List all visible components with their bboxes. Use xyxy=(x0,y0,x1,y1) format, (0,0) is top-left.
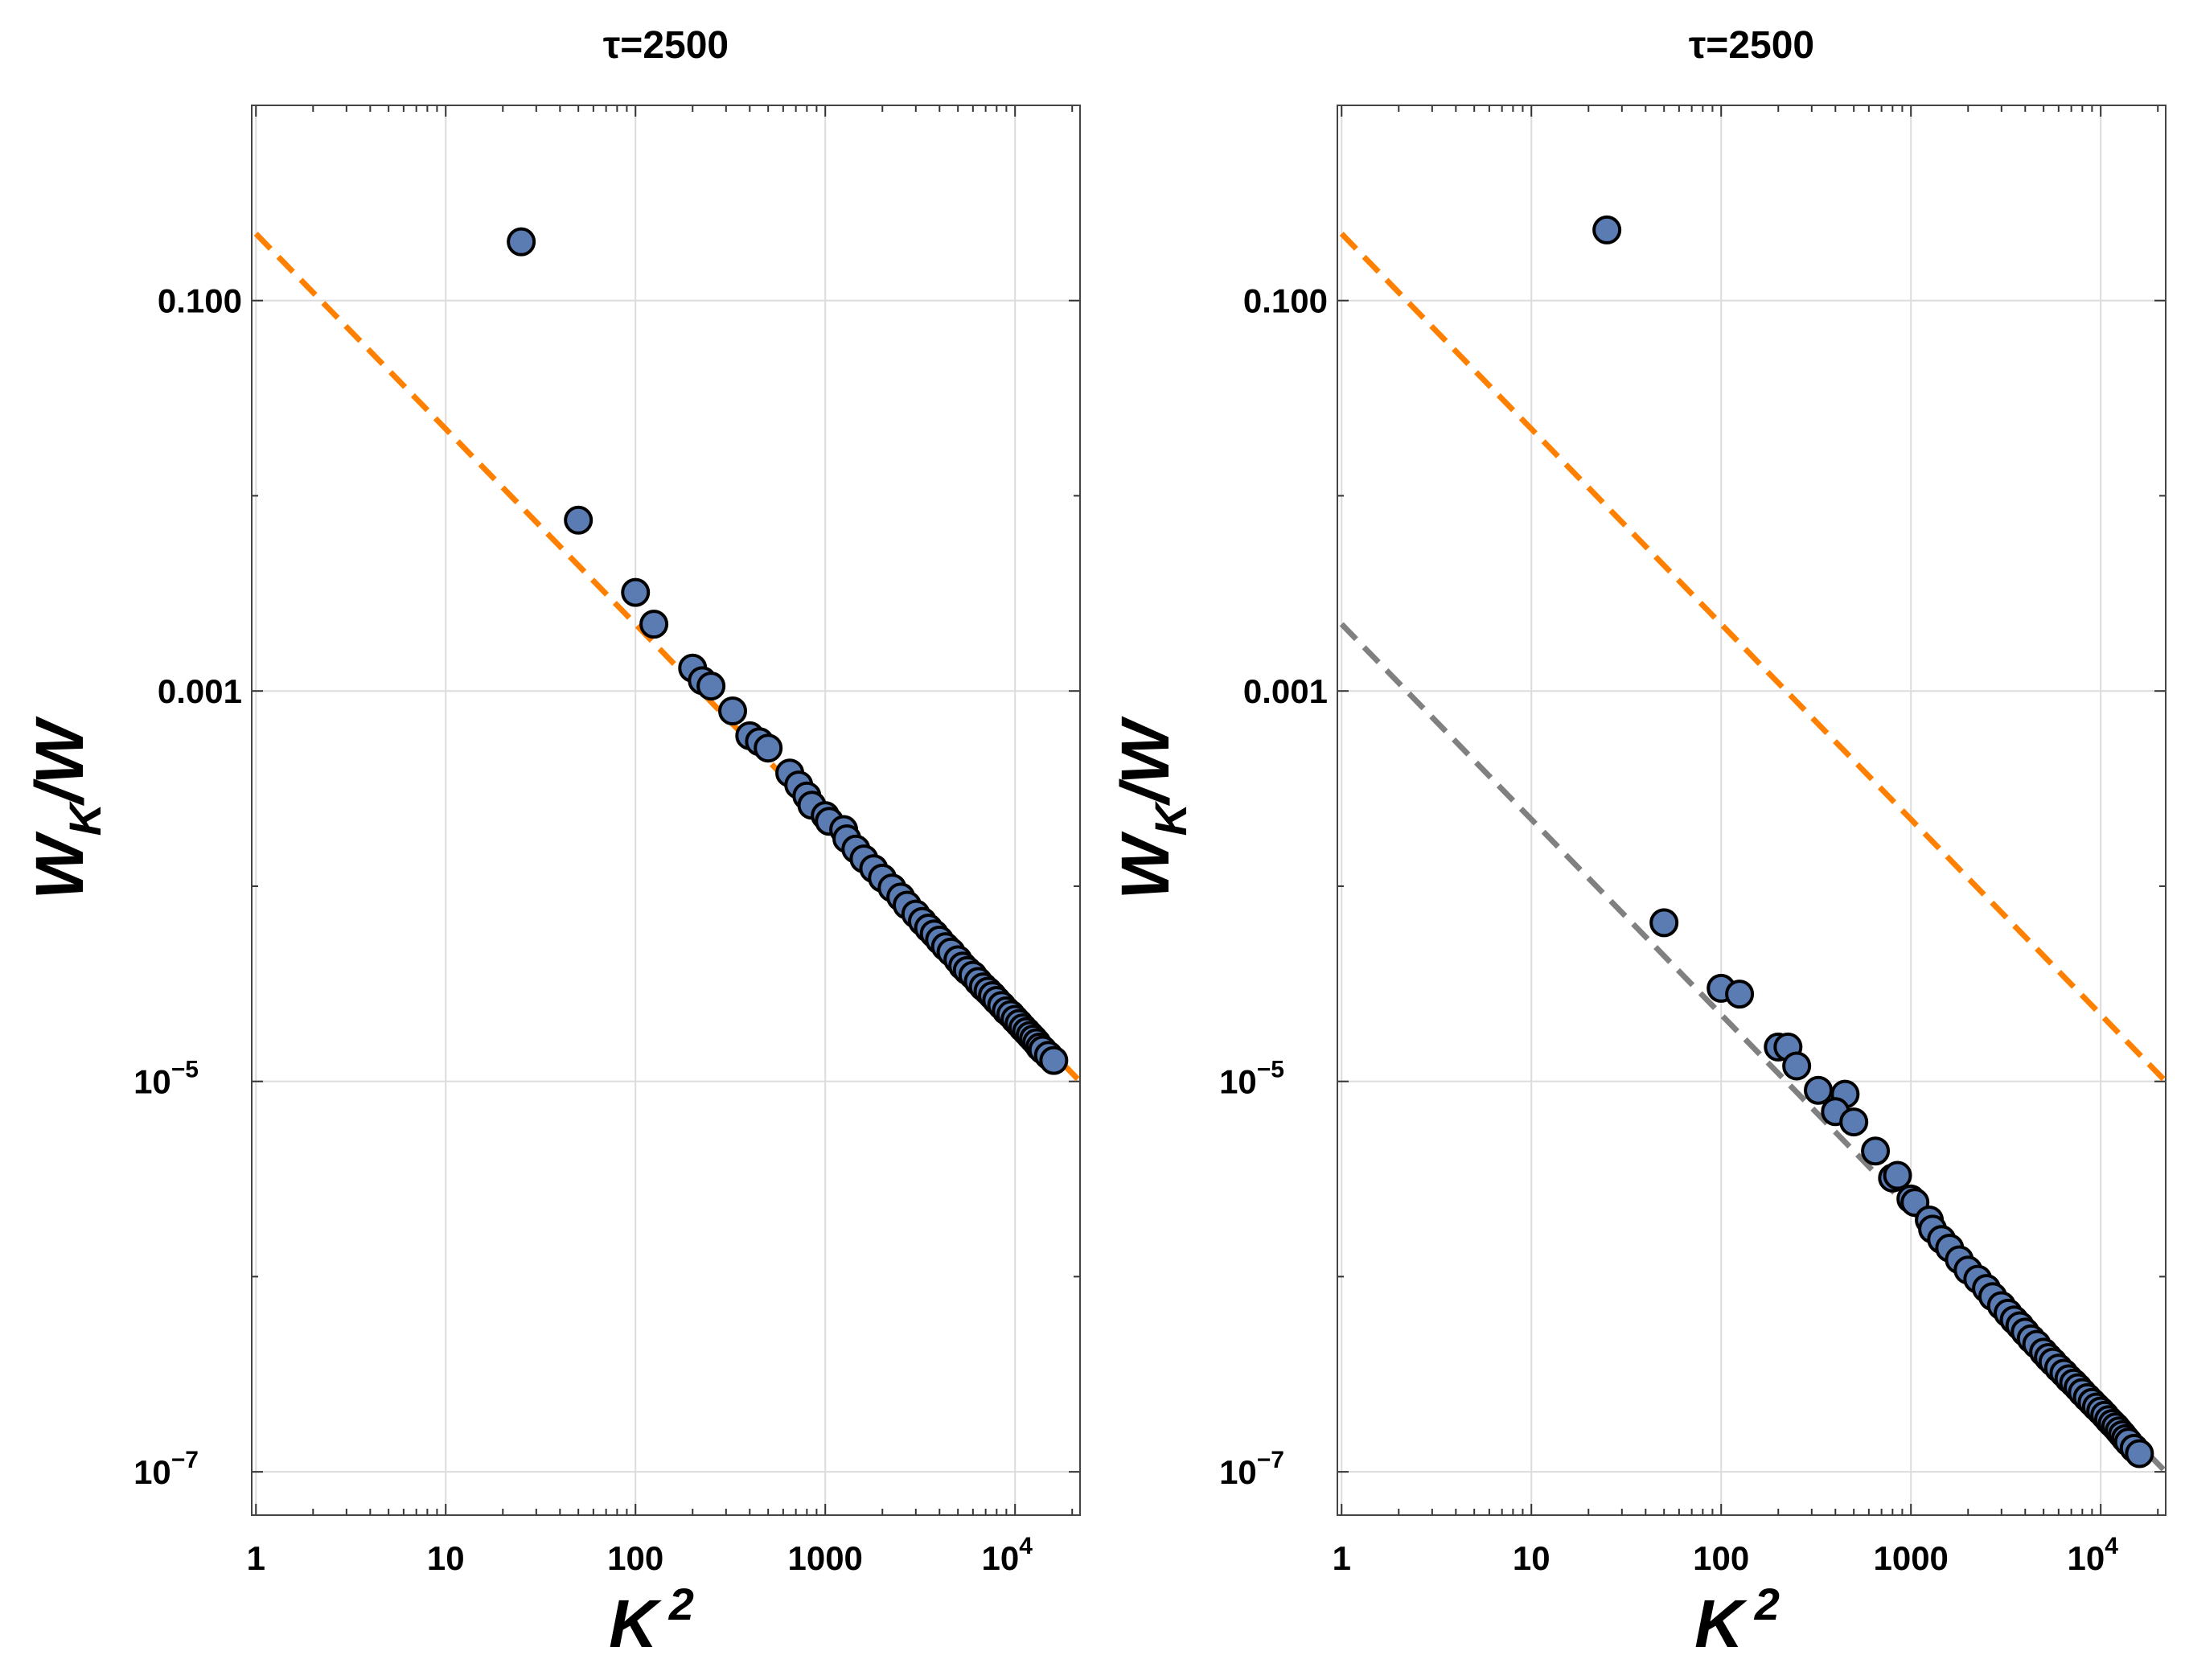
x-tick-label: 1000 xyxy=(1873,1539,1948,1577)
x-tick-label: 1 xyxy=(247,1539,265,1577)
chart-title: τ=2500 xyxy=(603,24,729,67)
y-axis-label-tail: /W xyxy=(1107,716,1183,807)
y-tick-label: 10−7 xyxy=(133,1447,199,1491)
data-point xyxy=(754,733,783,763)
data-point xyxy=(1804,1075,1834,1105)
plot-frame xyxy=(251,105,1081,1516)
data-point xyxy=(621,577,651,607)
data-point xyxy=(1782,1051,1812,1081)
data-point xyxy=(1725,980,1755,1009)
y-tick-label: 10−5 xyxy=(1219,1057,1284,1101)
y-tick-label-exponent: −7 xyxy=(171,1447,199,1473)
data-point xyxy=(718,696,748,726)
data-point xyxy=(507,227,536,257)
data-point xyxy=(639,610,669,639)
y-tick-label: 0.001 xyxy=(158,672,242,710)
data-point xyxy=(1649,908,1679,938)
y-tick-label: 10−5 xyxy=(133,1057,199,1101)
data-point xyxy=(1861,1136,1891,1166)
y-tick-label: 0.100 xyxy=(158,282,242,320)
y-axis-label-text: WK/W xyxy=(1107,716,1196,900)
x-axis-label-exponent: 2 xyxy=(668,1579,694,1629)
data-point xyxy=(1839,1107,1869,1137)
y-axis-label: WK/W xyxy=(1107,716,1196,900)
x-tick-label: 100 xyxy=(1693,1539,1749,1577)
x-tick-label-exponent: 4 xyxy=(2105,1533,2118,1559)
x-axis-label-exponent: 2 xyxy=(1754,1579,1780,1629)
y-tick-label: 10−7 xyxy=(1219,1447,1284,1491)
x-tick-label: 1000 xyxy=(787,1539,862,1577)
chart-title: τ=2500 xyxy=(1689,24,1814,67)
data-point xyxy=(696,672,726,701)
x-tick-label: 100 xyxy=(607,1539,663,1577)
y-tick-label-exponent: −5 xyxy=(171,1057,199,1083)
y-tick-label-exponent: −7 xyxy=(1257,1447,1284,1473)
data-point xyxy=(1039,1045,1069,1075)
plot-frame xyxy=(1337,105,2167,1516)
y-tick-label: 0.100 xyxy=(1243,282,1328,320)
data-point xyxy=(1883,1160,1912,1190)
data-point xyxy=(1592,215,1622,244)
orange-dashed-line xyxy=(1339,232,2166,1084)
y-tick-label: 0.001 xyxy=(1243,672,1328,710)
x-tick-label: 1 xyxy=(1333,1539,1351,1577)
x-tick-label: 104 xyxy=(2067,1533,2118,1577)
y-axis-label-subscript: K xyxy=(60,800,110,836)
y-axis-label-subscript: K xyxy=(1145,800,1196,836)
x-tick-label: 104 xyxy=(981,1533,1033,1577)
x-tick-label-exponent: 4 xyxy=(1019,1533,1033,1559)
y-axis-label: WK/W xyxy=(22,716,110,900)
y-axis-label-tail: /W xyxy=(22,716,97,807)
y-axis-label-text: WK/W xyxy=(22,716,110,900)
x-tick-label: 10 xyxy=(427,1539,465,1577)
x-tick-label: 10 xyxy=(1513,1539,1550,1577)
y-tick-label-exponent: −5 xyxy=(1257,1057,1284,1083)
data-point xyxy=(2125,1439,2154,1468)
data-point xyxy=(564,505,593,535)
